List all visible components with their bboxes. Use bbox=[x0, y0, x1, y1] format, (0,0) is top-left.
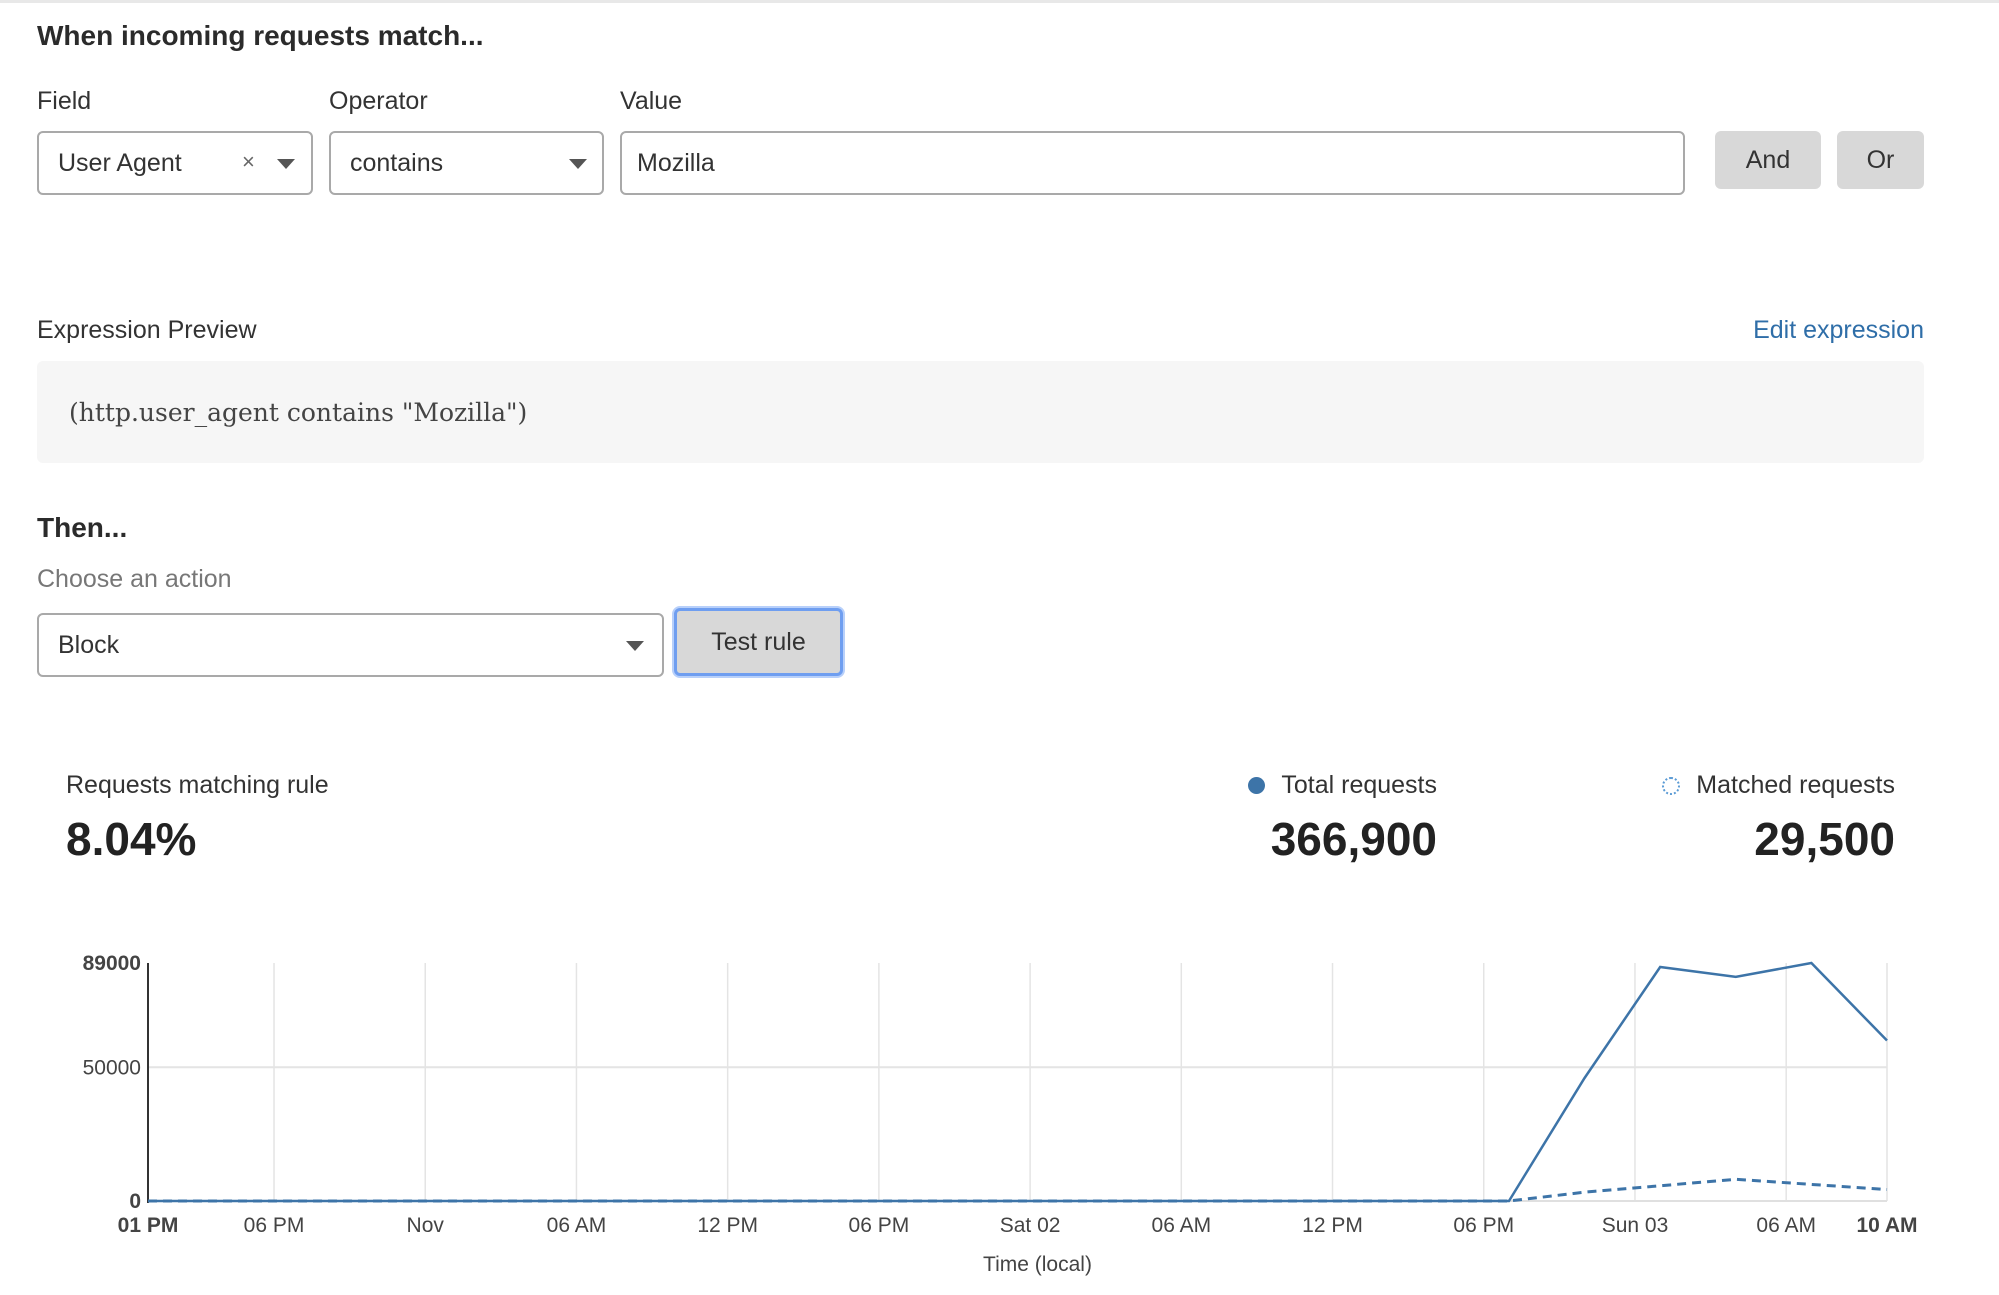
field-select-value: User Agent bbox=[58, 148, 182, 177]
value-input[interactable]: Mozilla bbox=[620, 131, 1685, 195]
x-tick-label: 12 PM bbox=[697, 1214, 758, 1237]
matched-value: 29,500 bbox=[1754, 813, 1895, 865]
edit-expression-link[interactable]: Edit expression bbox=[1753, 316, 1924, 344]
value-input-text: Mozilla bbox=[637, 148, 715, 177]
total-label: Total requests bbox=[1281, 771, 1437, 799]
x-tick-label: Sat 02 bbox=[1000, 1214, 1061, 1237]
requests-chart: 01 PM 06 PM Nov 06 AM 12 PM 06 PM Sat 02 06 AM 1… bbox=[83, 952, 1918, 1276]
expression-text: (http.user_agent contains "Mozilla") bbox=[69, 397, 528, 427]
expression-preview-label: Expression Preview bbox=[37, 316, 257, 344]
series-line-total bbox=[148, 961, 1888, 1203]
x-tick-label: 06 AM bbox=[1756, 1214, 1816, 1237]
chevron-down-icon bbox=[626, 641, 644, 651]
operator-select-value: contains bbox=[350, 148, 444, 177]
operator-label: Operator bbox=[329, 87, 428, 115]
solid-dot-icon bbox=[1248, 777, 1266, 794]
then-section-title: Then... bbox=[37, 512, 128, 543]
x-tick-label: 06 PM bbox=[1453, 1214, 1514, 1237]
y-tick-label: 50000 bbox=[83, 1056, 141, 1079]
x-axis-title: Time (local) bbox=[983, 1253, 1092, 1276]
choose-action-label: Choose an action bbox=[37, 565, 232, 593]
x-tick-label: 06 AM bbox=[1152, 1214, 1212, 1237]
x-tick-label: 10 AM bbox=[1856, 1214, 1917, 1237]
clear-icon[interactable]: × bbox=[242, 149, 255, 174]
or-button[interactable]: Or bbox=[1837, 131, 1924, 189]
action-select-value: Block bbox=[58, 630, 120, 659]
value-label: Value bbox=[620, 87, 683, 115]
chevron-down-icon bbox=[569, 159, 587, 169]
y-tick-label: 89000 bbox=[83, 952, 141, 975]
action-select[interactable]: Block bbox=[37, 613, 664, 677]
matched-label: Matched requests bbox=[1696, 771, 1895, 799]
top-divider bbox=[0, 0, 1999, 3]
x-tick-label: Sun 03 bbox=[1602, 1214, 1669, 1237]
dashed-dot-icon bbox=[1662, 776, 1681, 795]
field-select[interactable]: User Agent × bbox=[37, 131, 313, 195]
legend-matched: Matched requests bbox=[1662, 771, 1895, 800]
x-tick-label: 01 PM bbox=[118, 1214, 179, 1237]
matching-value: 8.04% bbox=[66, 813, 197, 865]
expression-preview-code: (http.user_agent contains "Mozilla") bbox=[37, 361, 1924, 463]
chevron-down-icon bbox=[277, 159, 295, 169]
test-rule-button[interactable]: Test rule bbox=[674, 608, 843, 676]
and-button[interactable]: And bbox=[1715, 131, 1821, 189]
legend-total: Total requests bbox=[1248, 771, 1437, 800]
x-tick-label: 12 PM bbox=[1302, 1214, 1363, 1237]
x-tick-label: 06 PM bbox=[244, 1214, 305, 1237]
x-tick-label: 06 AM bbox=[547, 1214, 607, 1237]
x-tick-label: Nov bbox=[407, 1214, 445, 1237]
field-label: Field bbox=[37, 87, 92, 115]
total-value: 366,900 bbox=[1270, 813, 1437, 865]
matching-label: Requests matching rule bbox=[66, 771, 329, 799]
series-line-matched bbox=[148, 1177, 1888, 1203]
x-tick-label: 06 PM bbox=[849, 1214, 910, 1237]
match-section-title: When incoming requests match... bbox=[37, 20, 484, 51]
operator-select[interactable]: contains bbox=[329, 131, 604, 195]
y-tick-label: 0 bbox=[129, 1190, 141, 1213]
